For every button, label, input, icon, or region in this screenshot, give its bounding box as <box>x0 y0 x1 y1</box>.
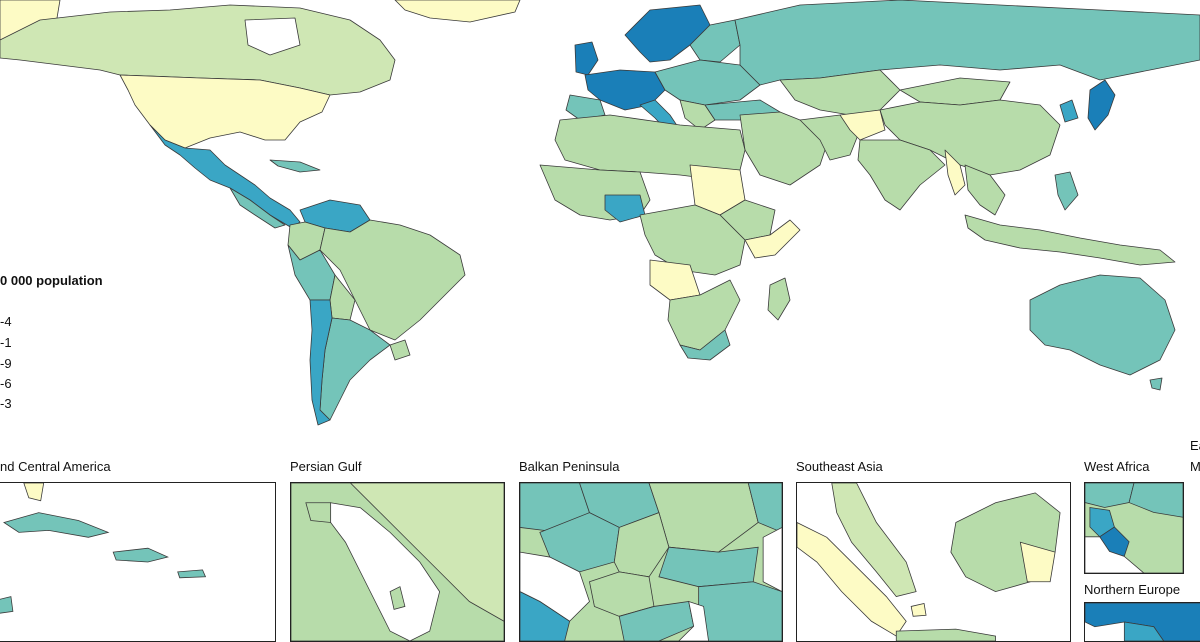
inset-hispaniola <box>112 547 169 563</box>
region-horn <box>744 219 801 259</box>
inset-ocean <box>1085 536 1145 573</box>
world-map <box>0 0 1200 426</box>
inset-map-central-america <box>0 482 276 642</box>
inset-label-persian-gulf: Persian Gulf <box>290 459 362 474</box>
region-tasmania <box>1149 377 1163 391</box>
region-korea <box>1059 99 1079 123</box>
region-india <box>857 139 946 211</box>
region-middle-east <box>739 111 831 186</box>
inset-island-small <box>910 602 927 617</box>
inset-bulgaria <box>658 546 759 588</box>
region-myanmar <box>944 149 966 196</box>
inset-map-balkan-peninsula <box>519 482 783 642</box>
inset-borneo-south <box>1019 541 1056 583</box>
legend-item: -9 <box>0 356 12 371</box>
inset-label-partial-2: M <box>1190 459 1200 474</box>
region-chile <box>309 299 333 426</box>
region-central-africa <box>639 204 746 276</box>
region-hudson-bay <box>244 17 301 56</box>
inset-label-partial-1: Ea <box>1190 438 1200 453</box>
region-afghanistan <box>839 109 886 141</box>
region-usa <box>119 74 331 149</box>
inset-bahamas <box>0 596 14 614</box>
region-uruguay <box>389 339 411 361</box>
inset-java <box>895 628 996 641</box>
inset-label-southeast-asia: Southeast Asia <box>796 459 883 474</box>
legend-item: -6 <box>0 376 12 391</box>
inset-label-west-africa: West Africa <box>1084 459 1150 474</box>
region-philippines <box>1054 171 1079 211</box>
region-cuba <box>269 159 321 173</box>
legend-item: -4 <box>0 314 12 329</box>
region-greenland <box>394 0 521 23</box>
inset-mali <box>1128 483 1183 518</box>
region-indonesia <box>964 214 1176 266</box>
inset-label-central-america: nd Central America <box>0 459 111 474</box>
inset-kuwait <box>305 502 332 523</box>
inset-gulf-water <box>330 502 441 641</box>
inset-florida <box>23 483 45 502</box>
inset-label-balkan-peninsula: Balkan Peninsula <box>519 459 620 474</box>
region-central-america <box>229 187 286 229</box>
region-eastern-europe <box>654 59 761 106</box>
legend-item: -1 <box>0 335 12 350</box>
inset-map-west-africa <box>1084 482 1184 574</box>
inset-iran <box>349 483 504 622</box>
legend-title: 0 000 population <box>0 273 103 288</box>
inset-moldova-ukraine <box>747 483 782 533</box>
region-south-africa <box>679 329 731 361</box>
inset-map-persian-gulf <box>290 482 505 642</box>
region-mexico <box>149 124 301 229</box>
inset-turkey <box>698 581 782 641</box>
inset-puerto-rico <box>177 569 207 579</box>
legend-item: -3 <box>0 396 12 411</box>
inset-map-southeast-asia <box>796 482 1071 642</box>
region-uk <box>574 41 599 76</box>
region-australia <box>1029 274 1176 376</box>
inset-qatar <box>389 586 406 610</box>
inset-cuba <box>3 512 110 538</box>
inset-label-northern-europe: Northern Europe <box>1084 582 1181 597</box>
region-brazil <box>319 219 466 341</box>
inset-thailand-malaysia <box>831 483 917 598</box>
inset-map-northern-europe <box>1084 602 1200 642</box>
inset-black-sea <box>762 526 782 593</box>
region-russia <box>734 0 1200 86</box>
region-indochina <box>964 164 1006 216</box>
region-madagascar <box>767 277 791 321</box>
region-japan <box>1087 79 1116 131</box>
region-nigeria <box>604 194 646 223</box>
inset-guinea-bissau <box>1085 483 1135 508</box>
